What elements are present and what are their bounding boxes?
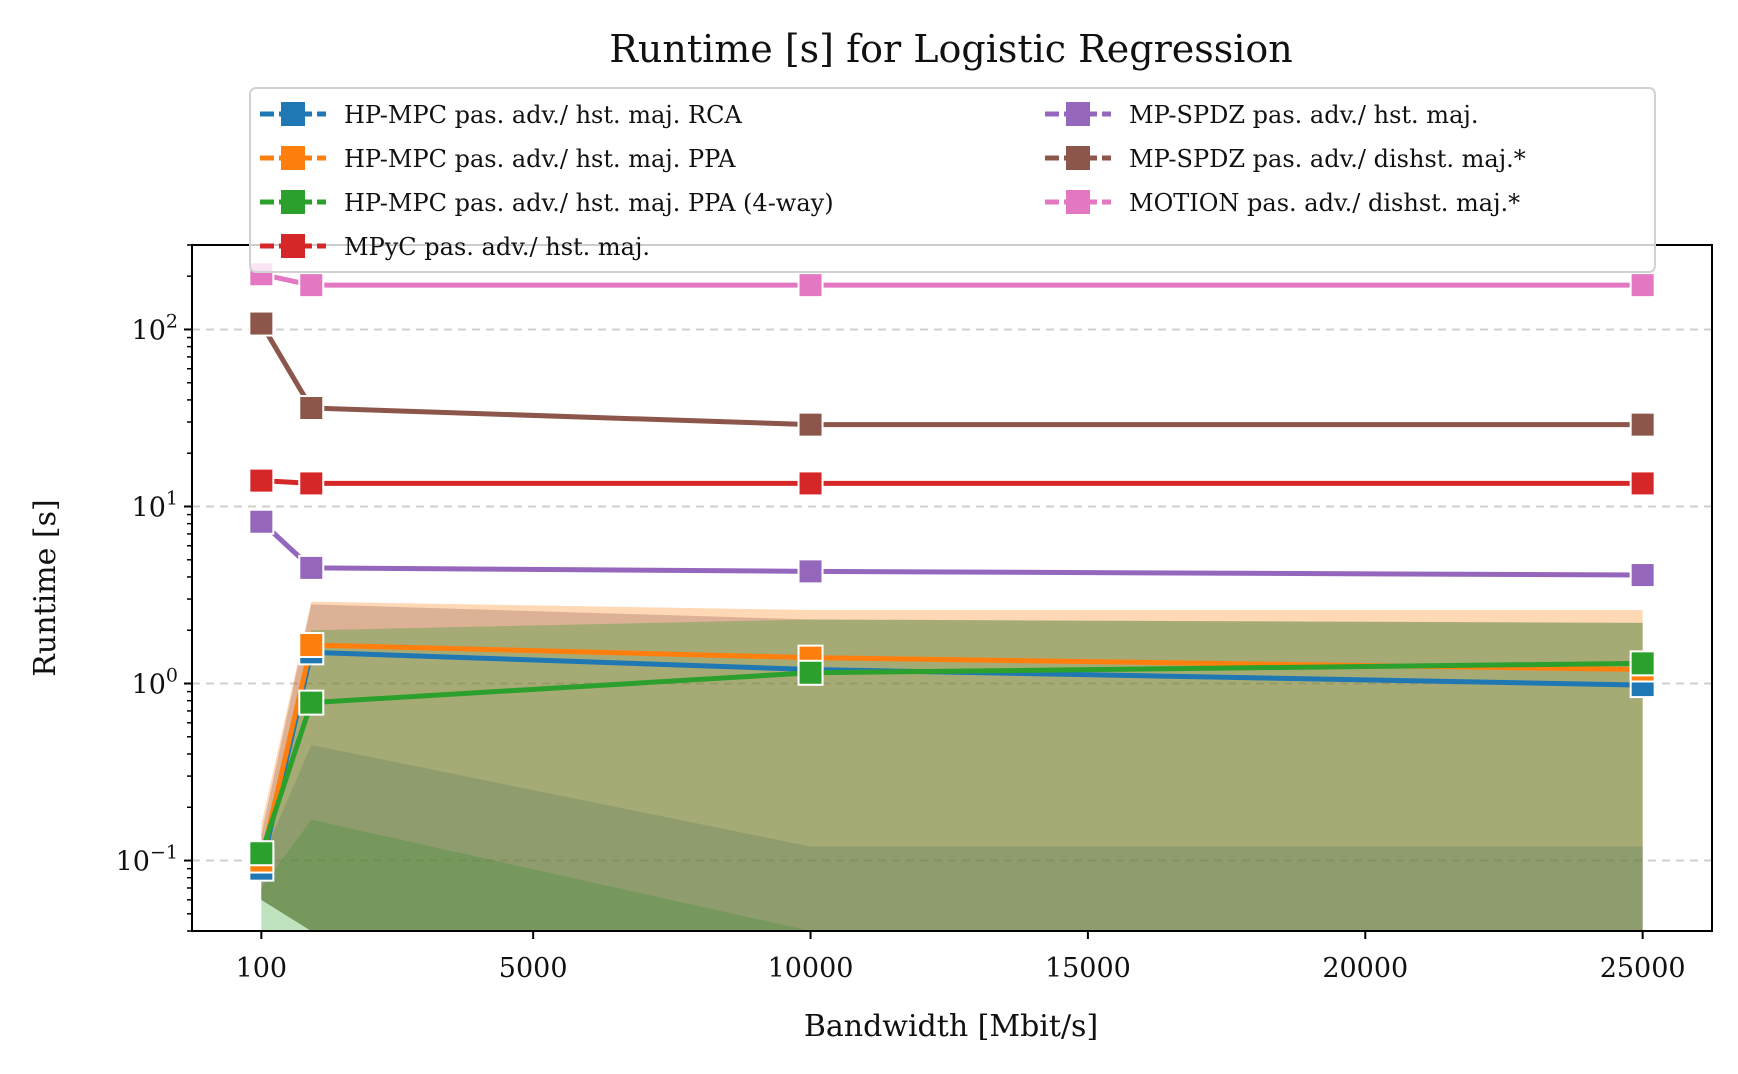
series-4-point-3 [1629, 562, 1656, 589]
legend-box [249, 87, 1656, 273]
series-2-point-1 [298, 689, 325, 716]
series-4-point-0 [248, 508, 275, 535]
plot-area [192, 261, 1712, 931]
series-line-4 [259, 519, 1643, 578]
x-tick-label-0: 100 [236, 953, 288, 984]
band-0 [261, 744, 1643, 931]
y-tick-label-2: 101 [132, 487, 178, 523]
legend-label-2: HP-MPC pas. adv./ hst. maj. PPA (4-way) [344, 189, 834, 217]
legend-label-4: MP-SPDZ pas. adv./ hst. maj. [1129, 101, 1478, 129]
x-tick-label-2: 10000 [768, 953, 854, 984]
series-6-point-2 [797, 272, 824, 299]
legend-marker-2 [281, 190, 305, 214]
legend-label-6: MOTION pas. adv./ dishst. maj.* [1129, 189, 1520, 217]
series-line-5 [259, 322, 1643, 428]
x-axis-label: Bandwidth [Mbit/s] [804, 1009, 1098, 1044]
legend-marker-0 [281, 102, 305, 126]
series-5-point-0 [248, 310, 275, 337]
series-2-point-3 [1629, 650, 1656, 677]
series-6-point-1 [298, 272, 325, 299]
series-2-point-2 [797, 659, 824, 686]
band-4 [261, 619, 1643, 931]
series-5-point-1 [298, 395, 325, 422]
series-line-3 [261, 478, 1643, 486]
series-line-2 [258, 660, 1643, 855]
y-tick-label-0: 10−1 [116, 842, 178, 878]
series-2-point-0 [248, 840, 275, 867]
series-3-point-1 [298, 470, 325, 497]
x-tick-label-5: 25000 [1600, 953, 1686, 984]
y-tick-label-3: 102 [132, 310, 178, 346]
x-tick-label-3: 15000 [1045, 953, 1131, 984]
y-axis-label: Runtime [s] [28, 499, 63, 676]
series-line-1 [258, 642, 1643, 862]
legend-marker-5 [1066, 146, 1090, 170]
series-3-point-0 [248, 467, 275, 494]
x-tick-label-4: 20000 [1322, 953, 1408, 984]
series-5-point-2 [797, 411, 824, 438]
y-tick-label-1: 100 [132, 665, 178, 701]
legend-marker-4 [1066, 102, 1090, 126]
series-3-point-3 [1629, 470, 1656, 497]
x-tick-label-1: 5000 [499, 953, 568, 984]
legend-label-3: MPyC pas. adv./ hst. maj. [344, 233, 650, 261]
chart-title: Runtime [s] for Logistic Regression [609, 27, 1292, 71]
legend-marker-3 [281, 234, 305, 258]
series-1-point-1 [298, 632, 325, 659]
series-4-point-1 [298, 554, 325, 581]
legend-label-5: MP-SPDZ pas. adv./ dishst. maj.* [1129, 145, 1526, 173]
legend-label-1: HP-MPC pas. adv./ hst. maj. PPA [344, 145, 736, 173]
legend-marker-1 [281, 146, 305, 170]
band-2 [261, 819, 1643, 931]
legend: HP-MPC pas. adv./ hst. maj. RCA HP-MPC pa… [249, 87, 1656, 273]
series-3-point-2 [797, 470, 824, 497]
axes: 100 5000 10000 15000 20000 25000 10−1 100 101 102 [116, 244, 1686, 984]
legend-label-0: HP-MPC pas. adv./ hst. maj. RCA [344, 101, 742, 129]
series-line-6 [260, 271, 1643, 288]
series-6-point-3 [1629, 272, 1656, 299]
series-5-point-3 [1629, 411, 1656, 438]
series-4-point-2 [797, 558, 824, 585]
legend-marker-6 [1066, 190, 1090, 214]
